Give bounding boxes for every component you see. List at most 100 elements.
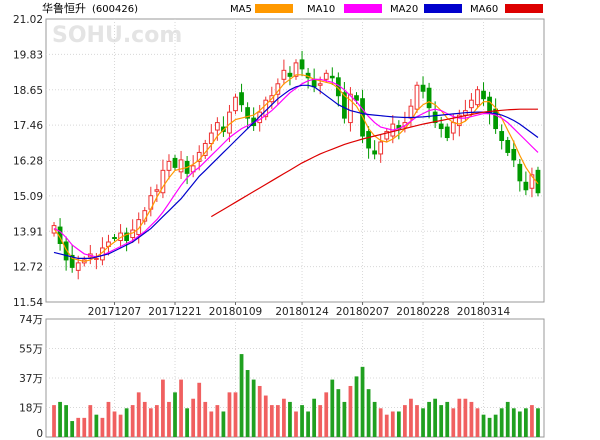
- volume-bar: [94, 414, 99, 437]
- volume-y-tick-label: 55万: [19, 344, 43, 356]
- volume-bar: [318, 405, 323, 437]
- candle-body: [432, 111, 438, 124]
- candle-body: [511, 148, 517, 161]
- candle-body: [499, 131, 505, 141]
- volume-bar: [257, 385, 262, 437]
- candle-body: [208, 132, 214, 144]
- volume-bar: [300, 405, 304, 437]
- volume-grid: [46, 319, 544, 437]
- volume-bar: [384, 414, 389, 437]
- volume-bar: [451, 408, 456, 437]
- price-x-tick-label: 20180124: [275, 306, 329, 318]
- volume-bar: [179, 379, 183, 437]
- legend-ma5-swatch: [255, 4, 293, 13]
- legend-ma10-label: MA10: [307, 4, 335, 15]
- candle-body: [475, 89, 480, 106]
- volume-bar: [148, 408, 153, 437]
- volume-bar: [294, 411, 298, 437]
- candle-body: [517, 163, 523, 182]
- price-x-tick-label: 20180314: [457, 306, 511, 318]
- candle-body: [63, 241, 69, 261]
- candle-body: [378, 141, 384, 155]
- price-x-axis: 20171207 20171221 20180109 20180124 20180207…: [88, 302, 511, 318]
- price-x-tick-label: 20180207: [336, 306, 389, 318]
- volume-bar: [173, 392, 177, 437]
- volume-bar: [306, 411, 310, 437]
- volume-bar: [227, 392, 232, 437]
- volume-bar: [88, 405, 93, 437]
- legend-ma20-swatch: [424, 4, 462, 13]
- candle-body: [323, 72, 329, 80]
- price-x-tick-label: 20171207: [88, 306, 141, 318]
- volume-bar: [439, 405, 444, 437]
- legend-ma20-label: MA20: [390, 4, 418, 15]
- price-y-axis: 21.02 19.83 18.65 17.46 16.28 15.09 13.91 12.72…: [13, 14, 43, 309]
- volume-bar: [530, 405, 534, 437]
- legend-ma5-label: MA5: [230, 4, 252, 15]
- volume-bar: [348, 385, 353, 437]
- volume-bar: [396, 411, 401, 437]
- volume-bar: [536, 408, 540, 437]
- candle-body: [469, 99, 474, 109]
- volume-bar: [161, 379, 165, 437]
- moving-average-lines: [53, 74, 539, 263]
- volume-bar: [154, 405, 159, 437]
- candle-body: [136, 219, 142, 236]
- volume-bar: [409, 398, 413, 437]
- candle-body: [112, 237, 117, 240]
- candle-body: [281, 69, 287, 80]
- legend-ma60-label: MA60: [470, 4, 498, 15]
- volume-bar: [215, 405, 220, 437]
- volume-bar: [427, 401, 431, 437]
- volume-bar: [336, 389, 341, 437]
- candle-body: [408, 105, 414, 119]
- volume-bar: [342, 401, 347, 437]
- volume-bar: [524, 408, 528, 437]
- candle-body: [172, 157, 178, 168]
- volume-bar: [197, 382, 202, 437]
- candle-body: [444, 126, 450, 139]
- volume-bar: [239, 354, 244, 437]
- candlesticks: [51, 50, 541, 280]
- price-y-tick-label: 17.46: [13, 120, 43, 132]
- volume-bar: [499, 408, 504, 437]
- volume-bar: [142, 401, 147, 437]
- volume-bar: [481, 414, 486, 437]
- ma-line-ma20: [53, 84, 539, 259]
- volume-bar: [360, 366, 365, 437]
- price-x-tick-label: 20171221: [148, 306, 201, 318]
- candle-body: [342, 92, 347, 119]
- candle-body: [493, 108, 499, 130]
- candle-body: [178, 159, 184, 173]
- volume-bar: [130, 405, 135, 437]
- volume-bar: [403, 405, 407, 437]
- candle-body: [420, 84, 426, 92]
- candle-body: [529, 174, 535, 189]
- volume-bar: [52, 405, 56, 437]
- volume-y-tick-label: 18万: [19, 403, 43, 415]
- legend-ma10-swatch: [344, 4, 382, 13]
- volume-bar: [493, 414, 498, 437]
- candle-body: [523, 181, 529, 191]
- volume-bar: [209, 411, 214, 437]
- volume-bar: [511, 408, 516, 437]
- volume-bar: [457, 398, 462, 437]
- volume-bar: [263, 395, 268, 437]
- volume-bar: [124, 408, 129, 437]
- volume-bar: [505, 401, 510, 437]
- volume-y-tick-label: 0: [36, 428, 43, 440]
- volume-bar: [324, 392, 329, 437]
- volume-y-tick-label: 74万: [19, 314, 43, 326]
- volume-bar: [421, 408, 425, 437]
- volume-bar: [245, 370, 250, 437]
- volume-bar: [330, 379, 335, 437]
- candle-body: [438, 123, 444, 130]
- candle-body: [317, 83, 323, 86]
- candle-body: [287, 72, 293, 77]
- candle-body: [214, 122, 220, 131]
- price-y-tick-label: 11.54: [13, 297, 43, 309]
- volume-bar: [136, 392, 141, 437]
- candle-body: [426, 87, 432, 109]
- volume-bar: [415, 405, 419, 437]
